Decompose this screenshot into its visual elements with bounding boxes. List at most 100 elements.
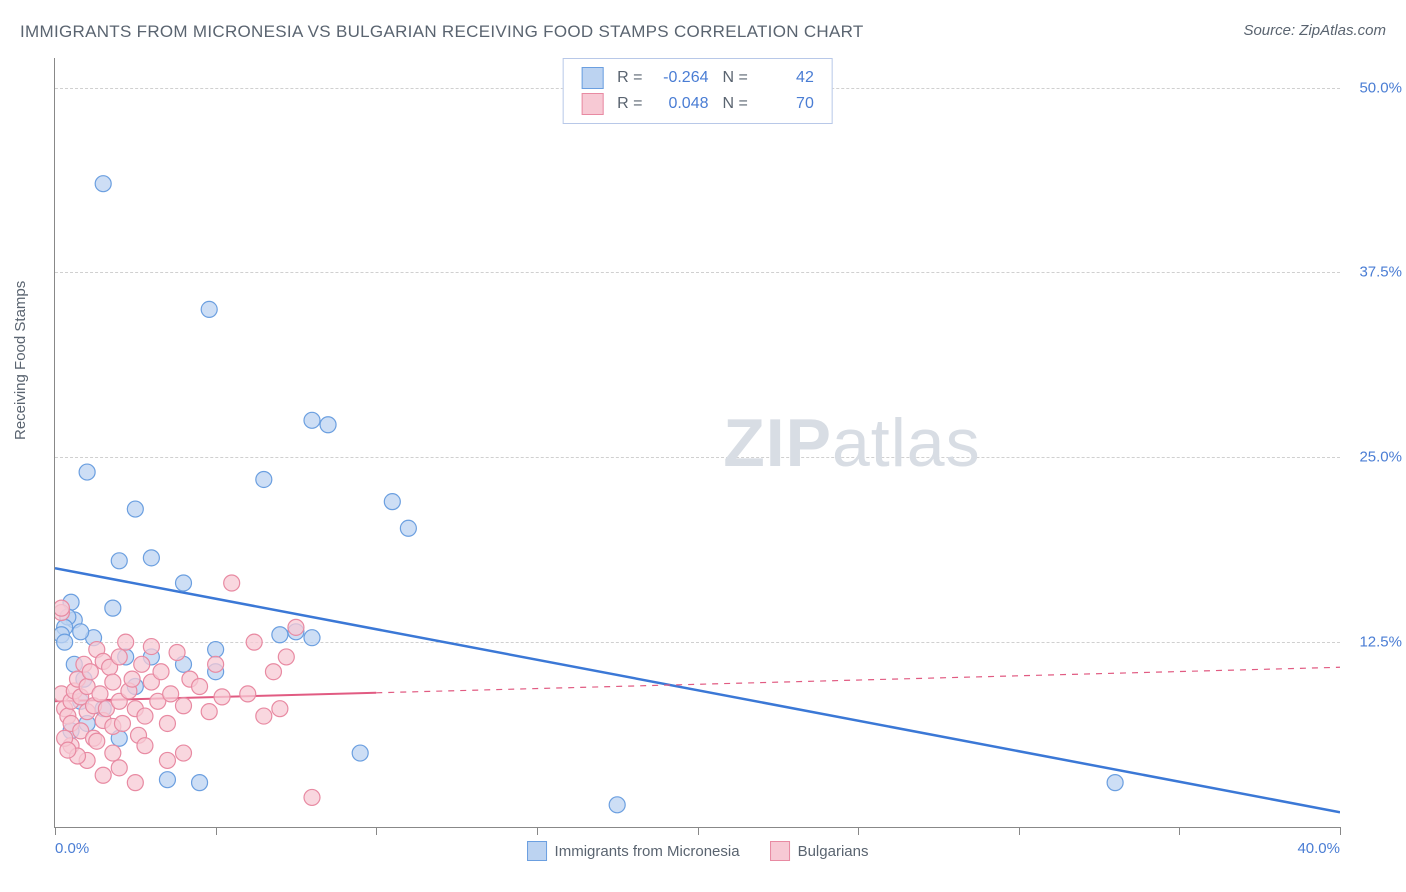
- scatter-point: [256, 708, 272, 724]
- scatter-point: [609, 797, 625, 813]
- scatter-point: [111, 649, 127, 665]
- chart-title: IMMIGRANTS FROM MICRONESIA VS BULGARIAN …: [20, 22, 864, 42]
- scatter-point: [272, 627, 288, 643]
- scatter-point: [304, 630, 320, 646]
- scatter-point: [105, 600, 121, 616]
- x-tick-label: 0.0%: [55, 840, 89, 857]
- scatter-point: [214, 689, 230, 705]
- scatter-point: [176, 575, 192, 591]
- r-value-1: -0.264: [653, 65, 709, 91]
- scatter-point: [127, 775, 143, 791]
- scatter-point: [134, 656, 150, 672]
- stats-row-series2: R = 0.048 N = 70: [581, 91, 814, 117]
- y-axis-label: Receiving Food Stamps: [12, 281, 29, 440]
- scatter-point: [89, 733, 105, 749]
- legend-item-series1: Immigrants from Micronesia: [527, 841, 740, 861]
- stats-row-series1: R = -0.264 N = 42: [581, 65, 814, 91]
- legend-label-2: Bulgarians: [798, 843, 869, 860]
- scatter-point: [400, 520, 416, 536]
- scatter-point: [163, 686, 179, 702]
- legend-swatch-1: [527, 841, 547, 861]
- trend-line-dashed: [376, 667, 1340, 693]
- scatter-point: [176, 698, 192, 714]
- stats-legend: R = -0.264 N = 42 R = 0.048 N = 70: [562, 58, 833, 124]
- scatter-point: [278, 649, 294, 665]
- correlation-chart: IMMIGRANTS FROM MICRONESIA VS BULGARIAN …: [0, 0, 1406, 892]
- scatter-point: [246, 634, 262, 650]
- x-tick-label: 40.0%: [1297, 840, 1340, 857]
- x-tick: [55, 827, 56, 835]
- scatter-point: [159, 772, 175, 788]
- x-tick: [1019, 827, 1020, 835]
- scatter-point: [137, 708, 153, 724]
- legend-item-series2: Bulgarians: [770, 841, 869, 861]
- scatter-point: [320, 417, 336, 433]
- legend-swatch-2: [770, 841, 790, 861]
- n-label-1: N =: [723, 65, 748, 91]
- scatter-point: [384, 494, 400, 510]
- scatter-point: [208, 656, 224, 672]
- scatter-point: [201, 301, 217, 317]
- scatter-point: [111, 553, 127, 569]
- r-value-2: 0.048: [653, 91, 709, 117]
- scatter-point: [105, 745, 121, 761]
- scatter-point: [304, 412, 320, 428]
- scatter-point: [208, 642, 224, 658]
- x-tick: [1179, 827, 1180, 835]
- scatter-point: [114, 715, 130, 731]
- y-tick-label: 50.0%: [1359, 79, 1402, 96]
- x-tick: [216, 827, 217, 835]
- scatter-point: [169, 644, 185, 660]
- scatter-point: [192, 775, 208, 791]
- y-tick-label: 25.0%: [1359, 449, 1402, 466]
- scatter-point: [159, 752, 175, 768]
- scatter-point: [118, 634, 134, 650]
- scatter-point: [79, 464, 95, 480]
- r-label-1: R =: [617, 65, 642, 91]
- scatter-point: [352, 745, 368, 761]
- scatter-point: [1107, 775, 1123, 791]
- scatter-point: [127, 501, 143, 517]
- swatch-series2: [581, 93, 603, 115]
- scatter-point: [201, 704, 217, 720]
- swatch-series1: [581, 67, 603, 89]
- scatter-point: [288, 619, 304, 635]
- x-tick: [376, 827, 377, 835]
- scatter-point: [159, 715, 175, 731]
- scatter-point: [105, 674, 121, 690]
- x-tick: [698, 827, 699, 835]
- scatter-point: [60, 742, 76, 758]
- scatter-point: [92, 686, 108, 702]
- scatter-point: [265, 664, 281, 680]
- scatter-point: [143, 550, 159, 566]
- scatter-point: [111, 760, 127, 776]
- n-value-1: 42: [758, 65, 814, 91]
- x-tick: [537, 827, 538, 835]
- r-label-2: R =: [617, 91, 642, 117]
- scatter-point: [153, 664, 169, 680]
- n-value-2: 70: [758, 91, 814, 117]
- legend-label-1: Immigrants from Micronesia: [555, 843, 740, 860]
- x-tick: [1340, 827, 1341, 835]
- scatter-point: [143, 639, 159, 655]
- scatter-point: [57, 634, 73, 650]
- scatter-point: [137, 738, 153, 754]
- scatter-point: [176, 745, 192, 761]
- source-attribution: Source: ZipAtlas.com: [1243, 22, 1386, 39]
- scatter-point: [192, 679, 208, 695]
- x-tick: [858, 827, 859, 835]
- scatter-svg: [55, 58, 1340, 827]
- scatter-point: [95, 176, 111, 192]
- scatter-point: [124, 671, 140, 687]
- scatter-point: [256, 471, 272, 487]
- y-tick-label: 37.5%: [1359, 264, 1402, 281]
- scatter-point: [73, 624, 89, 640]
- series-legend: Immigrants from Micronesia Bulgarians: [527, 841, 869, 861]
- scatter-point: [240, 686, 256, 702]
- n-label-2: N =: [723, 91, 748, 117]
- scatter-point: [82, 664, 98, 680]
- y-tick-label: 12.5%: [1359, 634, 1402, 651]
- plot-area: ZIPatlas R = -0.264 N = 42 R = 0.048 N =…: [54, 58, 1340, 828]
- scatter-point: [272, 701, 288, 717]
- scatter-point: [304, 789, 320, 805]
